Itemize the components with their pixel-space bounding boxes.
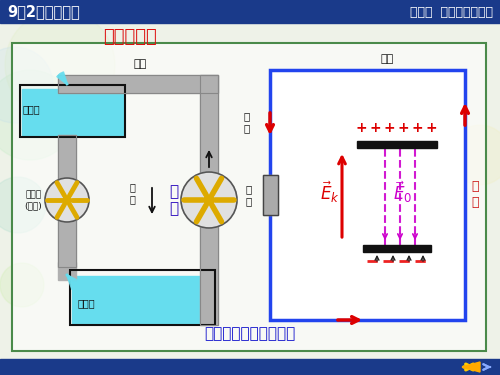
Text: 电源与水泵: 电源与水泵 — [103, 28, 157, 46]
Bar — [200, 75, 218, 325]
Text: 水轮机
(负载): 水轮机 (负载) — [24, 190, 42, 210]
Bar — [12, 43, 486, 351]
Bar — [58, 75, 218, 93]
Circle shape — [0, 70, 75, 160]
Text: +: + — [383, 121, 395, 135]
Circle shape — [45, 178, 89, 222]
Bar — [58, 135, 76, 267]
Circle shape — [5, 10, 115, 120]
Text: 第九章  恒定电流的磁场: 第九章 恒定电流的磁场 — [410, 6, 493, 18]
Text: +: + — [411, 121, 423, 135]
Circle shape — [63, 196, 71, 204]
Text: 水
泵: 水 泵 — [170, 184, 178, 216]
Bar — [363, 245, 431, 252]
Text: 水管: 水管 — [134, 59, 146, 69]
Text: 地势高: 地势高 — [23, 104, 40, 114]
Bar — [200, 75, 218, 325]
Text: $\vec{E}_0$: $\vec{E}_0$ — [394, 179, 412, 205]
Bar — [357, 141, 437, 148]
Polygon shape — [462, 362, 480, 372]
Circle shape — [0, 47, 53, 123]
Bar — [20, 85, 125, 137]
Bar — [270, 70, 465, 320]
Text: 地势低: 地势低 — [78, 298, 96, 308]
Text: +: + — [355, 121, 367, 135]
Bar — [263, 175, 278, 215]
Bar — [58, 262, 76, 280]
Circle shape — [0, 263, 44, 307]
Text: 导线: 导线 — [380, 54, 394, 64]
Bar — [70, 270, 215, 325]
Bar — [72, 276, 213, 323]
Text: 9－2电源电动势: 9－2电源电动势 — [7, 4, 80, 20]
Text: 水
流: 水 流 — [129, 182, 135, 204]
Text: +: + — [369, 121, 381, 135]
Circle shape — [204, 195, 214, 205]
Text: 电
流: 电 流 — [244, 111, 250, 133]
Bar — [22, 89, 123, 135]
Bar — [0, 0, 500, 23]
Bar — [13, 44, 485, 350]
Bar — [263, 175, 278, 215]
Text: +: + — [397, 121, 409, 135]
Bar — [58, 135, 76, 267]
Text: 电
源: 电 源 — [471, 180, 478, 210]
Text: 电源和水泵作用的类比: 电源和水泵作用的类比 — [204, 326, 296, 341]
Text: $\vec{E}_k$: $\vec{E}_k$ — [320, 179, 340, 205]
Bar — [0, 359, 500, 375]
Bar — [58, 75, 218, 93]
Bar — [270, 70, 465, 320]
Circle shape — [450, 125, 500, 185]
Text: +: + — [425, 121, 437, 135]
Circle shape — [0, 177, 46, 233]
Circle shape — [181, 172, 237, 228]
Text: 负
载: 负 载 — [246, 184, 252, 206]
